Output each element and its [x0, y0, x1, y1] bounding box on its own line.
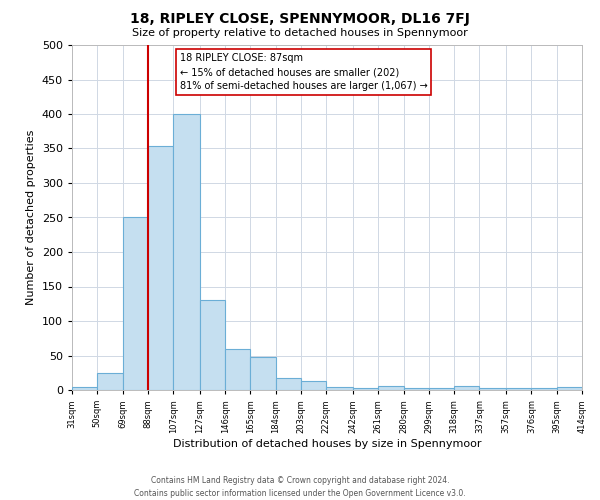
- Bar: [506, 388, 532, 390]
- X-axis label: Distribution of detached houses by size in Spennymoor: Distribution of detached houses by size …: [173, 438, 481, 448]
- Bar: [479, 388, 506, 390]
- Bar: [148, 146, 173, 390]
- Bar: [97, 373, 122, 390]
- Bar: [557, 387, 582, 390]
- Text: Contains HM Land Registry data © Crown copyright and database right 2024.
Contai: Contains HM Land Registry data © Crown c…: [134, 476, 466, 498]
- Text: 18, RIPLEY CLOSE, SPENNYMOOR, DL16 7FJ: 18, RIPLEY CLOSE, SPENNYMOOR, DL16 7FJ: [130, 12, 470, 26]
- Bar: [454, 386, 479, 390]
- Bar: [173, 114, 200, 390]
- Text: Size of property relative to detached houses in Spennymoor: Size of property relative to detached ho…: [132, 28, 468, 38]
- Text: 18 RIPLEY CLOSE: 87sqm
← 15% of detached houses are smaller (202)
81% of semi-de: 18 RIPLEY CLOSE: 87sqm ← 15% of detached…: [180, 54, 428, 92]
- Bar: [225, 348, 250, 390]
- Bar: [276, 378, 301, 390]
- Bar: [200, 300, 225, 390]
- Bar: [250, 357, 276, 390]
- Bar: [122, 218, 148, 390]
- Bar: [429, 388, 454, 390]
- Bar: [326, 387, 353, 390]
- Bar: [378, 386, 404, 390]
- Bar: [353, 388, 378, 390]
- Bar: [301, 381, 326, 390]
- Bar: [532, 388, 557, 390]
- Y-axis label: Number of detached properties: Number of detached properties: [26, 130, 36, 305]
- Bar: [404, 388, 429, 390]
- Bar: [72, 386, 97, 390]
